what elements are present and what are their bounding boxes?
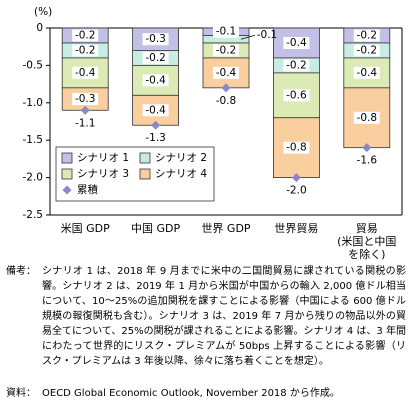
- value-label: -0.4: [145, 104, 166, 116]
- y-tick-label: -2.5: [23, 209, 44, 221]
- value-label: -0.2: [75, 44, 96, 56]
- value-label: -0.3: [145, 33, 166, 45]
- x-tick-label: 世界 GDP: [201, 222, 251, 235]
- label-bg: [72, 93, 99, 106]
- legend-label: シナリオ 3: [77, 168, 129, 180]
- value-label: -0.2: [357, 29, 378, 41]
- total-marker: [291, 173, 301, 183]
- leader-line: [240, 34, 256, 40]
- total-label: -1.6: [357, 155, 378, 167]
- label-bg: [72, 66, 99, 79]
- legend-swatch: [61, 152, 73, 164]
- legend-label: 累積: [77, 183, 98, 196]
- value-label: -0.3: [75, 93, 96, 105]
- legend-label: シナリオ 4: [155, 168, 207, 180]
- value-label: -0.4: [286, 37, 307, 49]
- label-bg: [353, 111, 380, 124]
- total-marker: [80, 105, 90, 115]
- legend-label: シナリオ 2: [155, 152, 207, 164]
- source-label: 資料：: [6, 388, 36, 399]
- value-label: -0.2: [145, 52, 166, 64]
- label-bg: [142, 104, 169, 117]
- unit-label: (%): [34, 6, 52, 18]
- source-text: OECD Global Economic Outlook, November 2…: [42, 388, 340, 399]
- legend-swatch: [139, 168, 151, 180]
- value-label: -0.2: [357, 44, 378, 56]
- value-label: -0.1: [216, 26, 237, 38]
- total-marker: [221, 83, 231, 93]
- label-bg: [353, 44, 380, 57]
- y-tick-label: -1.5: [23, 134, 44, 146]
- label-bg: [142, 74, 169, 87]
- y-tick-label: -1.0: [23, 97, 44, 109]
- y-tick-label: -2.0: [23, 172, 44, 184]
- legend-label: シナリオ 1: [77, 152, 129, 164]
- label-bg: [353, 29, 380, 42]
- total-label: -2.0: [286, 185, 307, 197]
- label-bg: [72, 44, 99, 57]
- value-label: -0.2: [286, 59, 307, 71]
- value-label: -0.2: [216, 44, 237, 56]
- label-bg: [213, 66, 239, 79]
- total-marker: [151, 120, 161, 130]
- label-bg: [283, 141, 310, 154]
- x-tick-label: 中国 GDP: [131, 222, 181, 235]
- value-label: -0.4: [357, 67, 378, 79]
- value-label: -0.6: [286, 89, 307, 101]
- label-bg: [72, 29, 99, 42]
- value-label: -0.1: [257, 29, 278, 41]
- legend-swatch: [62, 185, 72, 195]
- x-tick-label: 貿易 (米国と中国 を除く): [337, 222, 397, 261]
- label-bg: [283, 89, 310, 102]
- total-label: -1.3: [145, 132, 166, 144]
- value-label: -0.2: [75, 29, 96, 41]
- value-label: -0.8: [286, 142, 307, 154]
- label-bg: [213, 25, 239, 38]
- chart: (%) 0 -0.5 -1.0 -1.5 -2.0 -2.5 -1.1 -1.3 -0.8 -2.…: [23, 6, 403, 221]
- value-label: -0.4: [145, 74, 166, 86]
- label-bg: [283, 36, 310, 49]
- total-marker: [362, 143, 372, 153]
- legend-swatch: [61, 168, 73, 180]
- label-bg: [283, 59, 310, 72]
- label-bg: [353, 66, 380, 79]
- y-tick-label: -0.5: [23, 59, 44, 71]
- legend-box: [55, 146, 215, 202]
- legend-swatch: [139, 152, 151, 164]
- value-label: -0.4: [216, 67, 237, 79]
- label-bg: [142, 33, 169, 46]
- value-label: -0.8: [357, 112, 378, 124]
- total-label: -0.8: [216, 95, 237, 107]
- label-bg: [142, 51, 169, 64]
- notes-label: 備考：: [6, 266, 36, 277]
- value-label: -0.4: [75, 67, 96, 79]
- x-tick-label: 米国 GDP: [60, 222, 110, 235]
- total-label: -1.1: [75, 117, 96, 129]
- notes: 備考： シナリオ 1 は、2018 年 9 月までに米中の二国間貿易に課されてい…: [6, 264, 406, 369]
- label-bg: [213, 44, 239, 57]
- y-tick-label: 0: [36, 22, 43, 34]
- notes-text: シナリオ 1 は、2018 年 9 月までに米中の二国間貿易に課されている関税の…: [42, 266, 406, 367]
- x-tick-label: 世界貿易: [274, 222, 319, 235]
- source: 資料： OECD Global Economic Outlook, Novemb…: [6, 386, 406, 401]
